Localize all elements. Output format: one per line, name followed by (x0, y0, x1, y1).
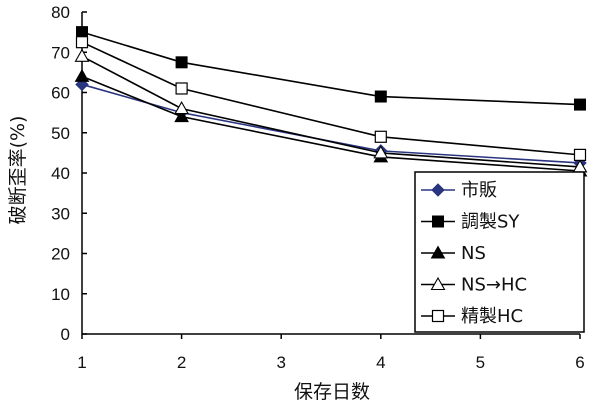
data-point (374, 130, 387, 143)
x-tick-label: 4 (376, 353, 385, 372)
x-tick-label: 6 (575, 353, 584, 372)
x-tick-label: 2 (177, 353, 186, 372)
data-point (74, 68, 90, 82)
legend-marker (432, 215, 444, 228)
series-line (81, 83, 581, 164)
data-point (175, 56, 188, 69)
y-tick-label: 50 (51, 124, 70, 143)
y-tick-label: 20 (51, 245, 70, 264)
y-tick-label: 60 (51, 84, 70, 103)
legend-item: 調製SY (421, 212, 520, 233)
x-tick-label: 5 (476, 353, 485, 372)
series-2 (74, 68, 588, 177)
data-point (574, 98, 586, 111)
axes: 0 10 20 30 40 50 60 70 80 1 2 3 4 5 6 (51, 3, 585, 372)
x-tick-label: 3 (276, 353, 285, 372)
series-1 (76, 26, 586, 111)
legend-label: 精製HC (461, 306, 523, 327)
data-point (76, 26, 88, 39)
series-3 (74, 48, 588, 173)
series-line (81, 31, 581, 106)
data-point (573, 148, 587, 161)
y-tick-label: 40 (51, 164, 70, 183)
y-axis-title: 破断歪率(%) (7, 116, 29, 225)
legend-marker (431, 183, 445, 197)
series-4 (75, 36, 587, 161)
legend-marker (431, 309, 445, 323)
y-tick-label: 80 (51, 3, 70, 22)
y-tick-label: 10 (51, 285, 70, 304)
data-point (373, 145, 389, 159)
legend-label: NS→HC (461, 275, 527, 296)
legend-label: 調製SY (461, 212, 520, 233)
data-point (175, 82, 188, 95)
data-point (174, 100, 190, 115)
x-axis-title: 保存日数 (294, 381, 370, 403)
y-tick-label: 70 (51, 43, 70, 62)
data-point (75, 36, 89, 49)
legend-label: NS (461, 243, 486, 264)
legend-box (414, 171, 585, 333)
y-tick-label: 0 (61, 325, 70, 344)
x-tick-label: 1 (77, 353, 86, 372)
series-line (81, 41, 581, 156)
legend-item: NS→HC (421, 275, 527, 296)
data-point (374, 90, 387, 103)
legend-item: NS (421, 243, 486, 264)
series-0 (75, 77, 587, 170)
legend-marker (430, 276, 446, 291)
legend-item: 市販 (421, 180, 497, 201)
y-tick-label: 30 (51, 204, 70, 223)
legend-item: 精製HC (421, 306, 523, 327)
data-point (174, 109, 189, 123)
legend-label: 市販 (461, 180, 497, 201)
series-group (74, 26, 588, 177)
series-line (81, 55, 581, 168)
series-line (81, 75, 581, 172)
legend-marker (430, 245, 446, 259)
data-point (74, 48, 90, 62)
